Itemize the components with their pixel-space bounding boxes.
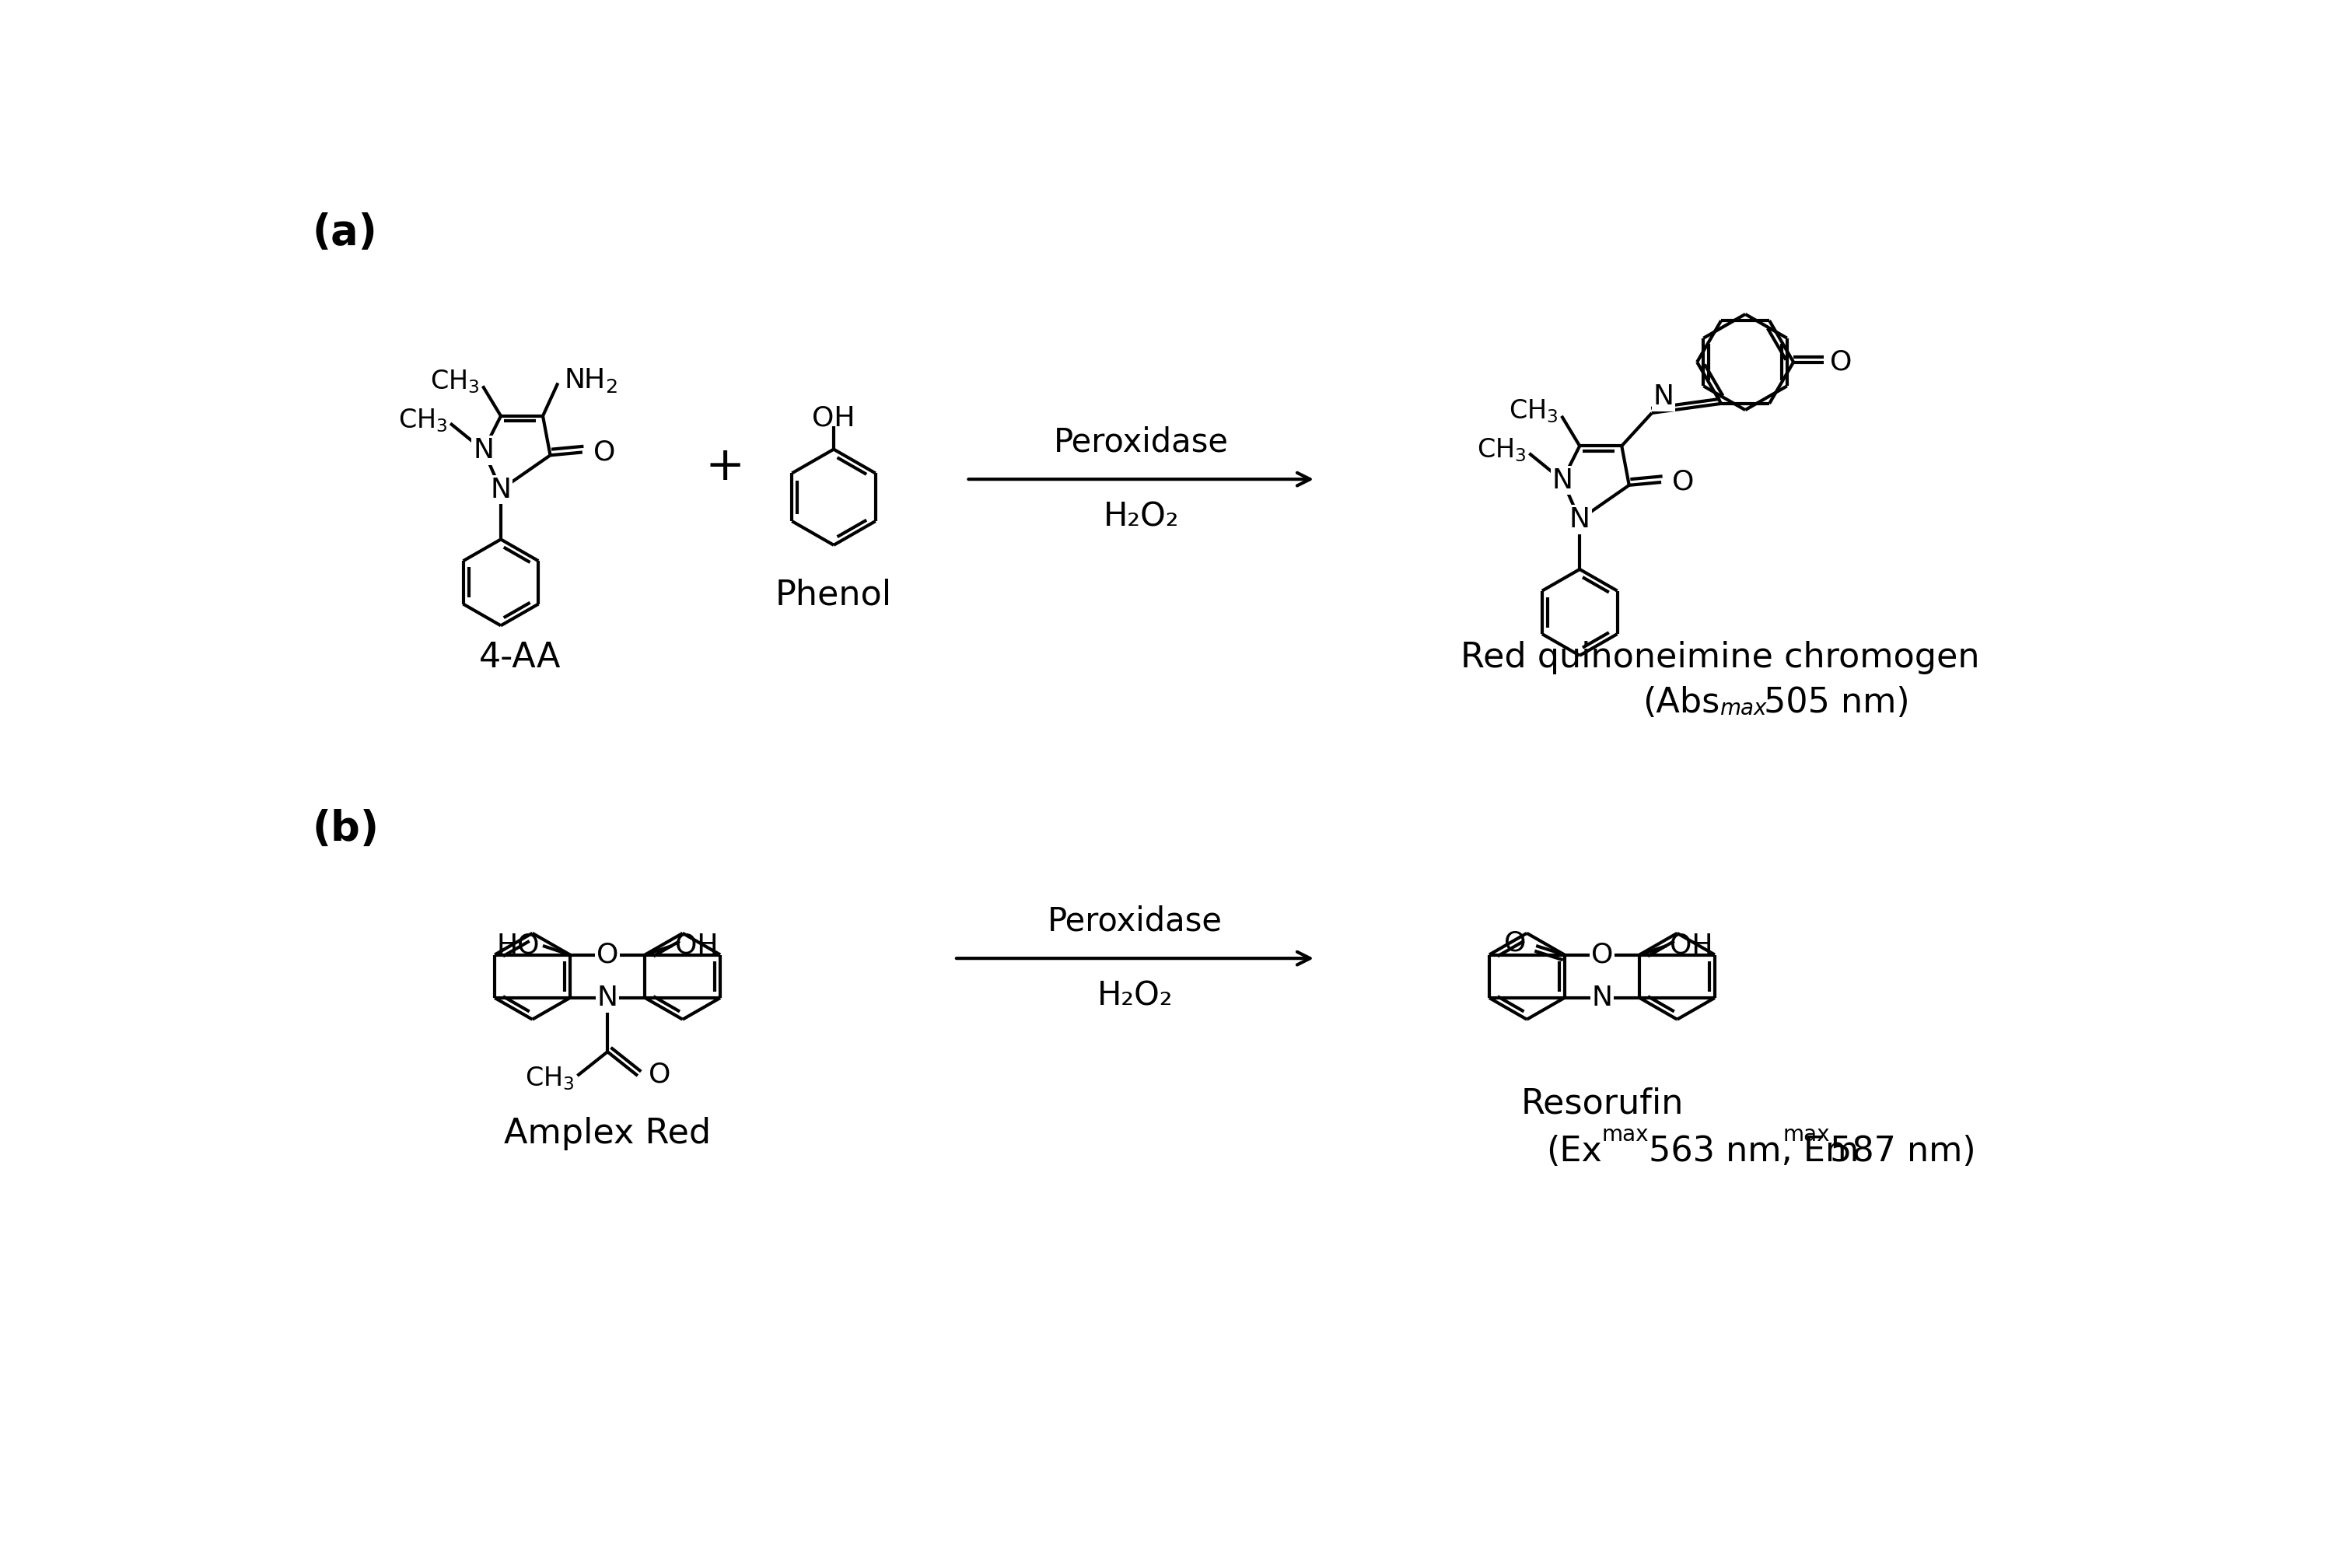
- Text: max: max: [1603, 1124, 1650, 1146]
- Text: CH$_3$: CH$_3$: [1477, 437, 1526, 464]
- Text: O: O: [1673, 469, 1694, 495]
- Text: Peroxidase: Peroxidase: [1053, 425, 1228, 458]
- Text: O: O: [648, 1062, 671, 1088]
- Text: 587 nm): 587 nm): [1820, 1135, 1976, 1168]
- Text: O: O: [594, 439, 615, 466]
- Text: 4-AA: 4-AA: [480, 641, 562, 674]
- Text: N: N: [1552, 467, 1573, 494]
- Text: OH: OH: [1671, 933, 1713, 960]
- Text: Red quinoneimine chromogen: Red quinoneimine chromogen: [1461, 641, 1978, 674]
- Text: (Abs: (Abs: [1643, 685, 1720, 720]
- Text: HO: HO: [496, 933, 541, 960]
- Text: N: N: [473, 437, 494, 464]
- Text: (Ex: (Ex: [1547, 1135, 1603, 1168]
- Text: CH$_3$: CH$_3$: [1510, 398, 1559, 425]
- Text: (a): (a): [312, 213, 377, 252]
- Text: Peroxidase: Peroxidase: [1048, 905, 1223, 938]
- Text: max: max: [1782, 1124, 1829, 1146]
- Text: CH$_3$: CH$_3$: [524, 1065, 576, 1093]
- Text: N: N: [1568, 506, 1589, 533]
- Text: N: N: [1591, 985, 1612, 1011]
- Text: 505 nm): 505 nm): [1752, 685, 1911, 720]
- Text: O: O: [1505, 930, 1526, 956]
- Text: N: N: [596, 985, 617, 1011]
- Text: H₂O₂: H₂O₂: [1097, 980, 1172, 1011]
- Text: OH: OH: [676, 933, 718, 960]
- Text: +: +: [706, 444, 746, 491]
- Text: (b): (b): [312, 809, 380, 848]
- Text: NH$_2$: NH$_2$: [564, 365, 617, 394]
- Text: CH$_3$: CH$_3$: [398, 408, 447, 434]
- Text: Amplex Red: Amplex Red: [503, 1116, 711, 1151]
- Text: Resorufin: Resorufin: [1521, 1087, 1682, 1121]
- Text: N: N: [489, 477, 510, 503]
- Text: H₂O₂: H₂O₂: [1102, 500, 1179, 533]
- Text: max: max: [1720, 698, 1766, 720]
- Text: N: N: [1652, 384, 1673, 409]
- Text: O: O: [1829, 348, 1852, 375]
- Text: CH$_3$: CH$_3$: [431, 368, 480, 395]
- Text: O: O: [596, 941, 617, 967]
- Text: O: O: [1591, 941, 1612, 967]
- Text: Phenol: Phenol: [776, 579, 892, 612]
- Text: OH: OH: [813, 405, 855, 431]
- Text: 563 nm, Em: 563 nm, Em: [1638, 1135, 1859, 1168]
